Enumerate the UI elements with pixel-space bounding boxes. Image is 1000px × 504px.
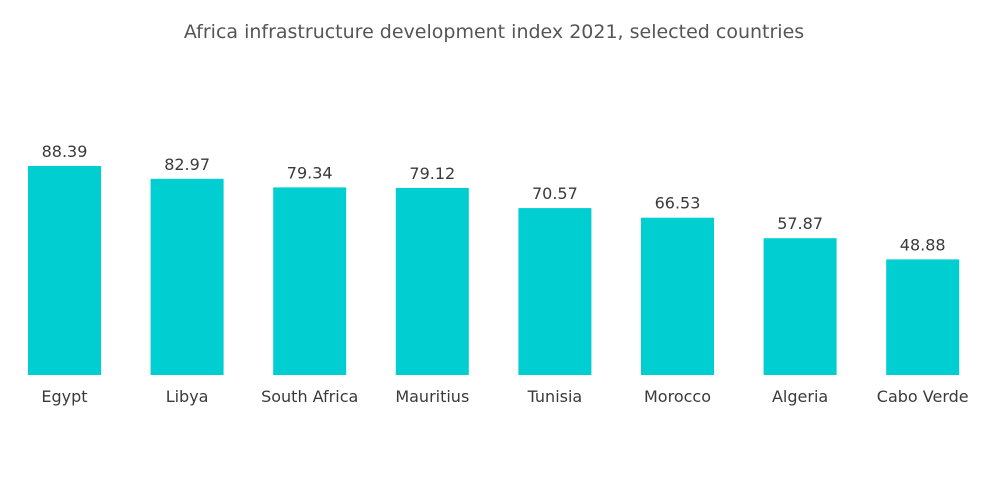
category-label: Mauritius <box>395 387 469 406</box>
bar-libya <box>150 178 224 375</box>
value-labels-group: 88.39 82.97 79.34 79.12 70.57 66.53 57.87 48.88 <box>42 142 946 254</box>
value-label: 57.87 <box>777 214 823 233</box>
bar-morocco <box>641 217 714 375</box>
value-label: 79.34 <box>287 163 333 182</box>
category-label: Libya <box>166 387 209 406</box>
bar-egypt <box>28 166 101 375</box>
category-label: Morocco <box>644 387 711 406</box>
chart-title: Africa infrastructure development index … <box>184 21 804 43</box>
category-label: Tunisia <box>527 387 583 406</box>
category-labels-group: Egypt Libya South Africa Mauritius Tunisia Mo… <box>41 387 968 406</box>
bars-group <box>28 166 960 375</box>
bar-south-africa <box>273 187 347 375</box>
category-label: Algeria <box>772 387 828 406</box>
bar-algeria <box>763 238 837 375</box>
category-label: Cabo Verde <box>877 387 969 406</box>
value-label: 66.53 <box>655 194 701 213</box>
value-label: 48.88 <box>900 235 946 254</box>
value-label: 88.39 <box>42 142 88 161</box>
value-label: 70.57 <box>532 184 578 203</box>
bar-cabo-verde <box>886 259 960 375</box>
bar-mauritius <box>395 187 469 375</box>
category-label: South Africa <box>261 387 358 406</box>
bar-tunisia <box>518 208 592 375</box>
value-label: 79.12 <box>409 164 455 183</box>
value-label: 82.97 <box>164 155 210 174</box>
category-label: Egypt <box>41 387 87 406</box>
